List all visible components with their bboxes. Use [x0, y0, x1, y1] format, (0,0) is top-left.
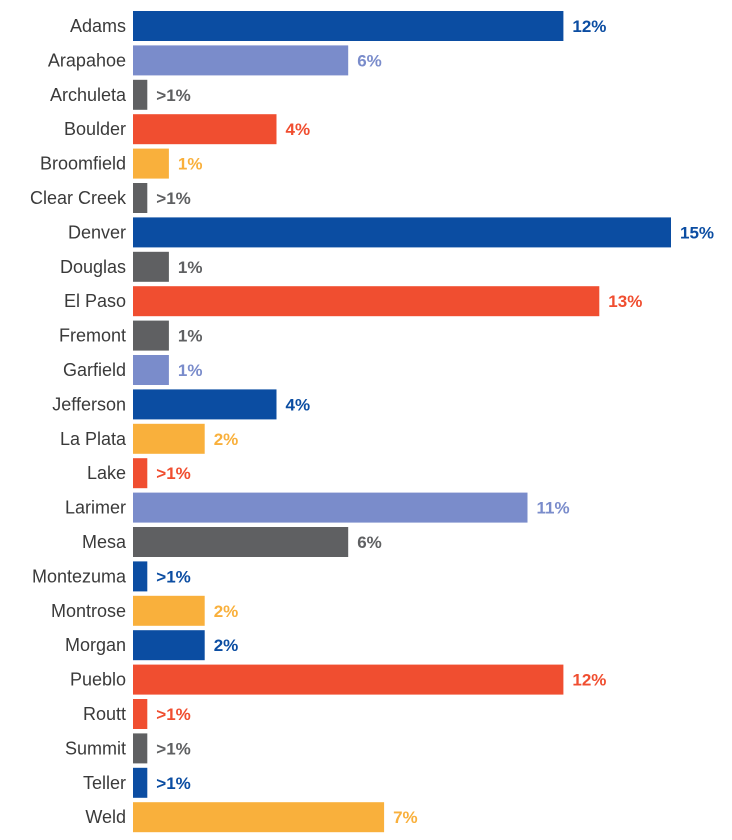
category-label-larimer: Larimer	[65, 498, 126, 518]
value-label-la-plata: 2%	[214, 430, 239, 449]
value-label-weld: 7%	[393, 808, 418, 827]
bar-boulder	[133, 114, 277, 145]
value-label-pueblo: 12%	[572, 671, 606, 690]
bar-mesa	[133, 527, 349, 557]
bar-morgan	[133, 630, 205, 661]
bar-el-paso	[133, 286, 600, 317]
category-label-denver: Denver	[68, 222, 126, 242]
value-label-el-paso: 13%	[608, 292, 642, 311]
category-label-boulder: Boulder	[64, 119, 126, 139]
category-label-morgan: Morgan	[65, 635, 126, 655]
bar-fremont	[133, 320, 169, 351]
bar-adams	[133, 11, 564, 41]
bar-jefferson	[133, 389, 277, 420]
bar-broomfield	[133, 148, 169, 179]
value-label-garfield: 1%	[178, 361, 203, 380]
bar-clear-creek	[133, 183, 148, 213]
category-label-lake: Lake	[87, 463, 126, 483]
value-label-douglas: 1%	[178, 258, 203, 277]
category-label-adams: Adams	[70, 16, 126, 36]
bar-archuleta	[133, 79, 148, 110]
category-label-douglas: Douglas	[60, 257, 126, 277]
bar-la-plata	[133, 423, 205, 454]
category-label-pueblo: Pueblo	[70, 670, 126, 690]
value-label-summit: >1%	[156, 739, 191, 758]
bar-routt	[133, 699, 148, 729]
value-label-fremont: 1%	[178, 327, 203, 346]
bar-lake	[133, 458, 148, 489]
value-label-routt: >1%	[156, 705, 191, 724]
value-label-adams: 12%	[572, 17, 606, 36]
value-label-montezuma: >1%	[156, 567, 191, 586]
category-label-fremont: Fremont	[59, 326, 126, 346]
category-label-weld: Weld	[85, 807, 126, 827]
category-label-jefferson: Jefferson	[52, 394, 126, 414]
value-label-jefferson: 4%	[286, 395, 311, 414]
value-label-mesa: 6%	[357, 533, 382, 552]
bars-layer	[133, 11, 671, 833]
bar-montrose	[133, 595, 205, 626]
category-label-routt: Routt	[83, 704, 126, 724]
bar-garfield	[133, 355, 169, 385]
value-label-larimer: 11%	[537, 499, 570, 518]
category-label-montezuma: Montezuma	[32, 566, 127, 586]
value-label-morgan: 2%	[214, 636, 239, 655]
bar-larimer	[133, 492, 528, 523]
category-label-archuleta: Archuleta	[50, 85, 127, 105]
bar-douglas	[133, 251, 169, 282]
bar-weld	[133, 802, 385, 833]
bar-summit	[133, 733, 148, 764]
category-label-teller: Teller	[83, 773, 126, 793]
value-label-denver: 15%	[680, 223, 714, 242]
category-label-arapahoe: Arapahoe	[48, 50, 126, 70]
value-label-montrose: 2%	[214, 602, 239, 621]
category-label-garfield: Garfield	[63, 360, 126, 380]
value-label-clear-creek: >1%	[156, 189, 191, 208]
bar-pueblo	[133, 664, 564, 695]
category-label-montrose: Montrose	[51, 601, 126, 621]
bar-teller	[133, 767, 148, 798]
category-label-mesa: Mesa	[82, 532, 127, 552]
bar-denver	[133, 217, 671, 248]
value-label-teller: >1%	[156, 774, 191, 793]
value-label-boulder: 4%	[286, 120, 311, 139]
value-label-lake: >1%	[156, 464, 191, 483]
value-labels-layer: 12% 6% >1% 4% 1% >1% 15% 1% 13% 1% 1% 4% 2% >1% 11% 6% >…	[156, 17, 714, 827]
category-label-el-paso: El Paso	[64, 291, 126, 311]
value-label-broomfield: 1%	[178, 155, 203, 174]
value-label-archuleta: >1%	[156, 86, 191, 105]
bar-montezuma	[133, 561, 148, 592]
category-labels-layer: Adams Arapahoe Archuleta Boulder Broomfield C…	[30, 16, 127, 827]
category-label-summit: Summit	[65, 738, 126, 758]
bar-arapahoe	[133, 45, 349, 76]
category-label-broomfield: Broomfield	[40, 154, 126, 174]
value-label-arapahoe: 6%	[357, 51, 382, 70]
category-label-la-plata: La Plata	[60, 429, 127, 449]
category-label-clear-creek: Clear Creek	[30, 188, 127, 208]
